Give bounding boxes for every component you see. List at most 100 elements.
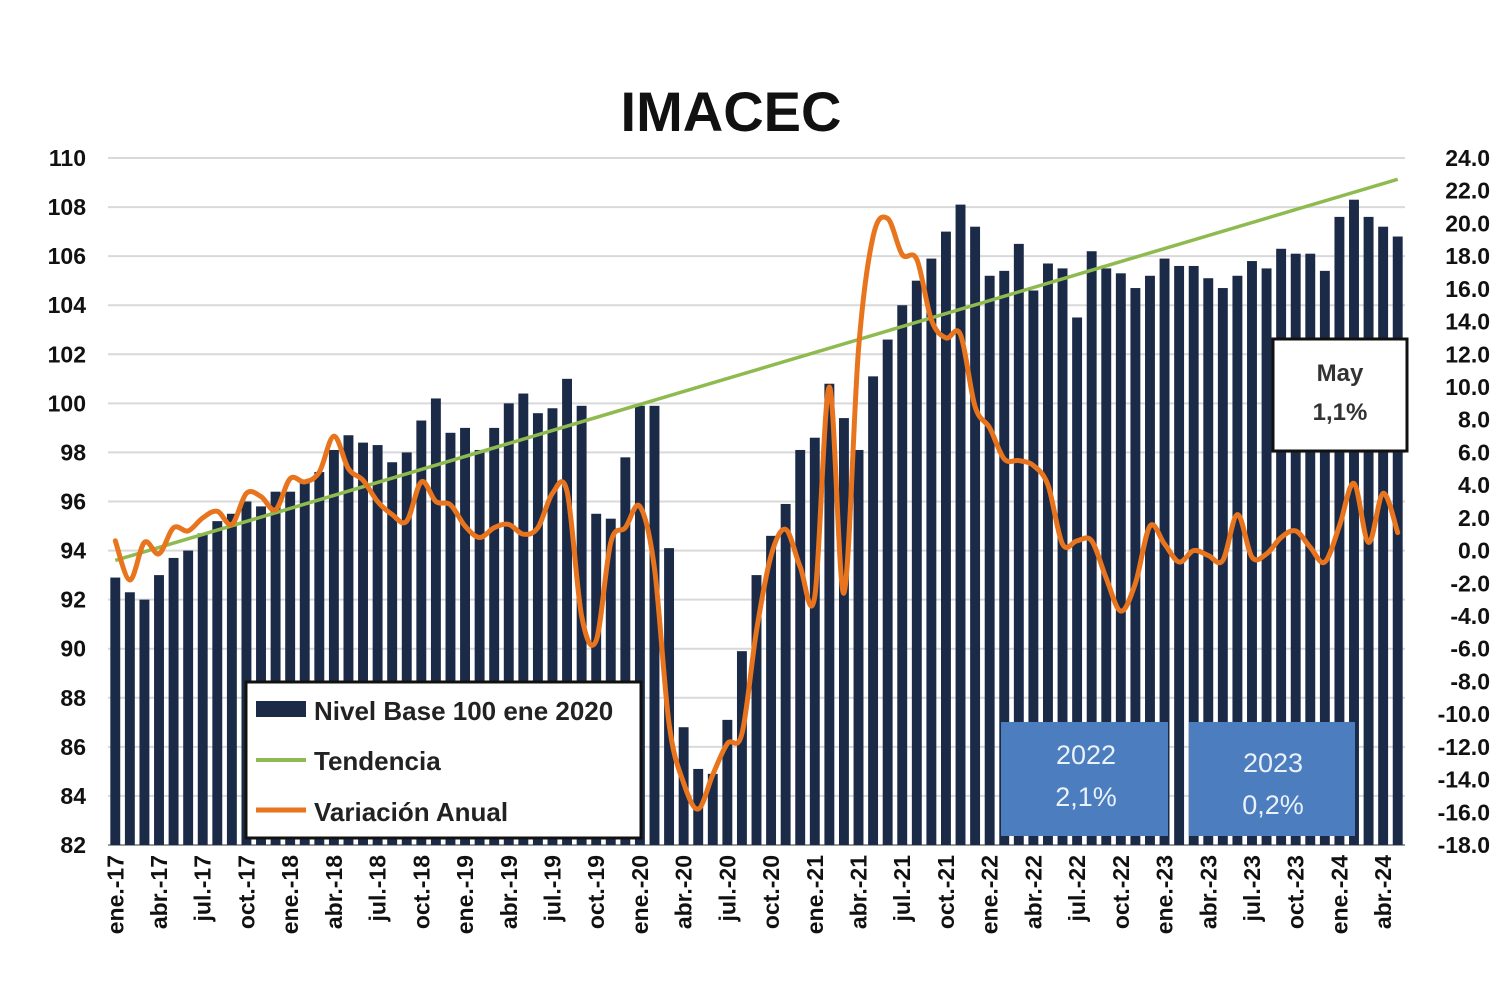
- bar: [1319, 270, 1330, 846]
- bar: [168, 557, 179, 845]
- x-tick-label: oct.-22: [1108, 855, 1134, 929]
- left-tick-label: 90: [60, 636, 86, 662]
- left-tick-label: 106: [48, 243, 86, 269]
- bar: [1159, 258, 1170, 845]
- x-tick-label: jul.-21: [889, 855, 915, 923]
- bar: [358, 442, 368, 845]
- bar: [270, 491, 281, 845]
- right-tick-label: -8.0: [1450, 668, 1490, 694]
- x-tick-label: oct.-21: [933, 855, 959, 929]
- annotation-2023-box: [1189, 722, 1355, 836]
- right-tick-label: 6.0: [1458, 439, 1490, 465]
- bar: [795, 449, 806, 845]
- bar: [183, 550, 194, 845]
- annotation-2023-year: 2023: [1243, 748, 1303, 778]
- x-tick-label: jul.-23: [1239, 855, 1265, 922]
- x-axis-ticks: ene.-17 abr.-17 jul.-17 oct.-17 ene.-18 abr.-…: [102, 855, 1396, 934]
- bar: [154, 575, 164, 845]
- annotation-2023: 2023 0,2%: [1189, 722, 1355, 836]
- x-tick-label: ene.-22: [977, 855, 1003, 934]
- callout-may-value: 1,1%: [1313, 399, 1368, 426]
- x-tick-label: jul.-19: [539, 855, 565, 922]
- bar: [940, 231, 951, 845]
- right-tick-label: -6.0: [1450, 636, 1490, 662]
- left-tick-label: 88: [60, 685, 86, 711]
- bar: [562, 378, 573, 845]
- bar: [547, 408, 558, 845]
- annotation-2022-year: 2022: [1056, 740, 1116, 770]
- left-tick-label: 82: [60, 832, 86, 858]
- left-tick-label: 96: [60, 489, 86, 515]
- left-tick-label: 86: [60, 734, 86, 760]
- bar: [285, 491, 296, 845]
- bar: [868, 376, 879, 845]
- line-series: [112, 177, 1401, 812]
- right-tick-label: -10.0: [1438, 701, 1490, 727]
- bar: [1378, 226, 1389, 845]
- bar: [766, 535, 777, 845]
- bar: [1217, 288, 1228, 845]
- bar: [1072, 317, 1083, 845]
- bar: [256, 506, 266, 845]
- right-tick-label: -14.0: [1438, 767, 1490, 793]
- bar: [1043, 263, 1053, 846]
- right-tick-label: 0.0: [1458, 538, 1490, 564]
- bar: [591, 513, 602, 845]
- x-tick-label: abr.-17: [146, 855, 172, 929]
- right-tick-label: 22.0: [1445, 178, 1490, 204]
- legend-box: [244, 680, 643, 840]
- bar: [1174, 265, 1185, 845]
- right-tick-label: -4.0: [1450, 603, 1490, 629]
- right-tick-label: 16.0: [1445, 276, 1490, 302]
- right-tick-label: 20.0: [1445, 210, 1490, 236]
- bar: [460, 427, 470, 845]
- left-tick-label: 110: [49, 145, 86, 171]
- bar: [620, 457, 631, 845]
- right-tick-label: 2.0: [1458, 505, 1490, 531]
- bar: [430, 398, 441, 845]
- x-tick-label: ene.-20: [627, 855, 653, 934]
- bar: [110, 577, 121, 845]
- left-tick-label: 94: [60, 538, 86, 564]
- legend-label-bars: Nivel Base 100 ene 2020: [314, 696, 613, 726]
- bar: [1101, 268, 1112, 845]
- bar: [1290, 253, 1301, 846]
- bar: [241, 501, 252, 845]
- legend-label-trend: Tendencia: [314, 746, 441, 776]
- annotation-2023-value: 0,2%: [1242, 790, 1304, 820]
- bar: [955, 204, 966, 845]
- bar: [1115, 273, 1126, 845]
- x-tick-label: oct.-17: [233, 855, 259, 929]
- bar: [824, 383, 835, 845]
- x-tick-label: abr.-18: [321, 855, 347, 929]
- right-tick-label: 24.0: [1445, 145, 1490, 171]
- bar: [736, 651, 747, 845]
- bars-series: [110, 199, 1403, 846]
- bar: [416, 420, 427, 845]
- bar: [1188, 265, 1199, 845]
- bar: [401, 452, 412, 845]
- left-tick-label: 84: [60, 783, 86, 809]
- x-tick-label: jul.-18: [365, 855, 391, 923]
- chart-title: IMACEC: [621, 80, 842, 143]
- bar: [314, 472, 325, 845]
- bar: [838, 418, 849, 845]
- annotation-2022-box: [1001, 722, 1168, 836]
- bar: [809, 437, 820, 845]
- x-tick-label: jul.-20: [714, 855, 740, 922]
- left-tick-label: 98: [60, 439, 86, 465]
- x-tick-label: ene.-17: [102, 855, 128, 934]
- x-tick-label: abr.-23: [1195, 855, 1221, 929]
- bar: [999, 270, 1010, 846]
- annotation-2022: 2022 2,1%: [1001, 722, 1168, 836]
- bar: [649, 405, 660, 845]
- trend-line: [114, 177, 1399, 563]
- bar: [489, 427, 500, 845]
- bar: [722, 719, 733, 845]
- right-tick-label: 8.0: [1458, 407, 1490, 433]
- left-tick-label: 102: [48, 341, 86, 367]
- bar: [518, 393, 529, 845]
- bar: [503, 403, 514, 845]
- left-tick-label: 104: [48, 292, 87, 318]
